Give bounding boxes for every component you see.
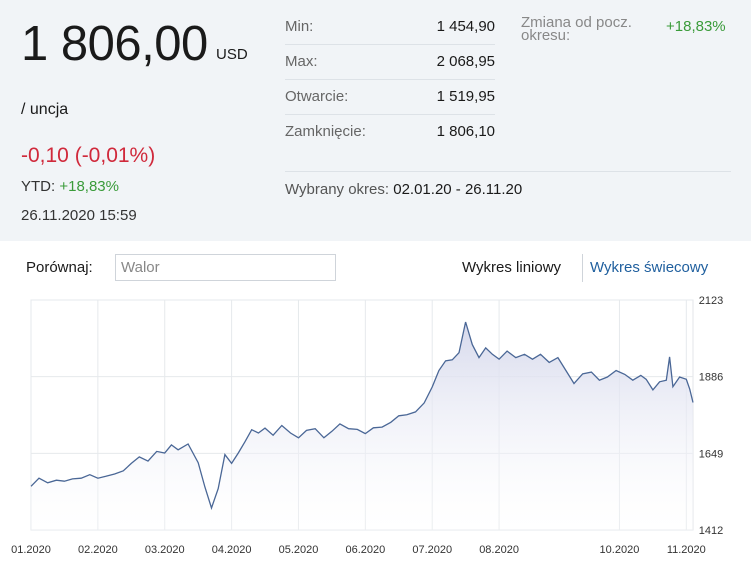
current-price: 1 806,00 — [21, 17, 208, 71]
period-change-label: Zmiana od pocz. okresu: — [521, 14, 632, 44]
period-change-value: +18,83% — [666, 18, 726, 35]
stat-row-min: Min: 1 454,90 — [285, 10, 495, 45]
x-axis-labels: 01.2020 02.2020 03.2020 04.2020 05.2020 06.20… — [11, 544, 706, 556]
y-tick-label: 2123 — [699, 295, 723, 307]
selected-period: Wybrany okres: 02.01.20 - 26.11.20 — [285, 181, 522, 198]
stat-label: Otwarcie: — [285, 88, 349, 105]
x-tick-label: 05.2020 — [279, 544, 319, 556]
stat-value: 1 519,95 — [436, 88, 495, 105]
period-label: Wybrany okres: — [285, 181, 390, 198]
stat-label: Min: — [285, 18, 314, 35]
x-tick-label: 10.2020 — [600, 544, 640, 556]
tab-divider — [582, 254, 583, 282]
stat-label: Zamknięcie: — [285, 123, 366, 140]
x-tick-label: 02.2020 — [78, 544, 118, 556]
price-change: -0,10 (-0,01%) — [21, 144, 156, 167]
x-tick-label: 08.2020 — [479, 544, 519, 556]
price-line — [30, 321, 694, 511]
x-tick-label: 06.2020 — [345, 544, 385, 556]
ytd-label: YTD: — [21, 178, 56, 195]
stat-value: 1 806,10 — [436, 123, 495, 140]
stat-label: Max: — [285, 53, 318, 70]
stats-table: Min: 1 454,90 Max: 2 068,95 Otwarcie: 1 … — [285, 10, 495, 150]
y-tick-label: 1886 — [699, 372, 723, 384]
x-tick-label: 03.2020 — [145, 544, 185, 556]
currency-label: USD — [216, 46, 248, 63]
stat-row-close: Zamknięcie: 1 806,10 — [285, 115, 495, 150]
price-chart: 01.2020 02.2020 03.2020 04.2020 05.2020 06.20… — [11, 295, 723, 556]
quote-header: 1 806,00 USD / uncja -0,10 (-0,01%) YTD:… — [0, 0, 751, 241]
stat-row-max: Max: 2 068,95 — [285, 45, 495, 80]
price-area — [31, 322, 693, 530]
stat-value: 2 068,95 — [436, 53, 495, 70]
period-value: 02.01.20 - 26.11.20 — [393, 181, 523, 198]
tab-candle-chart[interactable]: Wykres świecowy — [590, 259, 709, 276]
y-tick-label: 1649 — [699, 448, 723, 460]
y-axis-labels: 2123 1886 1649 1412 — [699, 295, 723, 537]
y-tick-label: 1412 — [699, 525, 723, 537]
x-tick-label: 01.2020 — [11, 544, 51, 556]
unit-label: / uncja — [21, 101, 69, 118]
divider — [285, 171, 731, 172]
stat-value: 1 454,90 — [436, 18, 495, 35]
stat-row-open: Otwarcie: 1 519,95 — [285, 80, 495, 115]
x-tick-label: 07.2020 — [412, 544, 452, 556]
tab-line-chart[interactable]: Wykres liniowy — [462, 259, 562, 276]
compare-label: Porównaj: — [26, 259, 93, 276]
quote-timestamp: 26.11.2020 15:59 — [21, 207, 137, 224]
x-tick-label: 11.2020 — [667, 544, 706, 556]
ytd-change: YTD: +18,83% — [21, 178, 119, 195]
compare-input[interactable] — [115, 254, 336, 281]
ytd-value: +18,83% — [59, 178, 119, 195]
x-tick-label: 04.2020 — [212, 544, 252, 556]
